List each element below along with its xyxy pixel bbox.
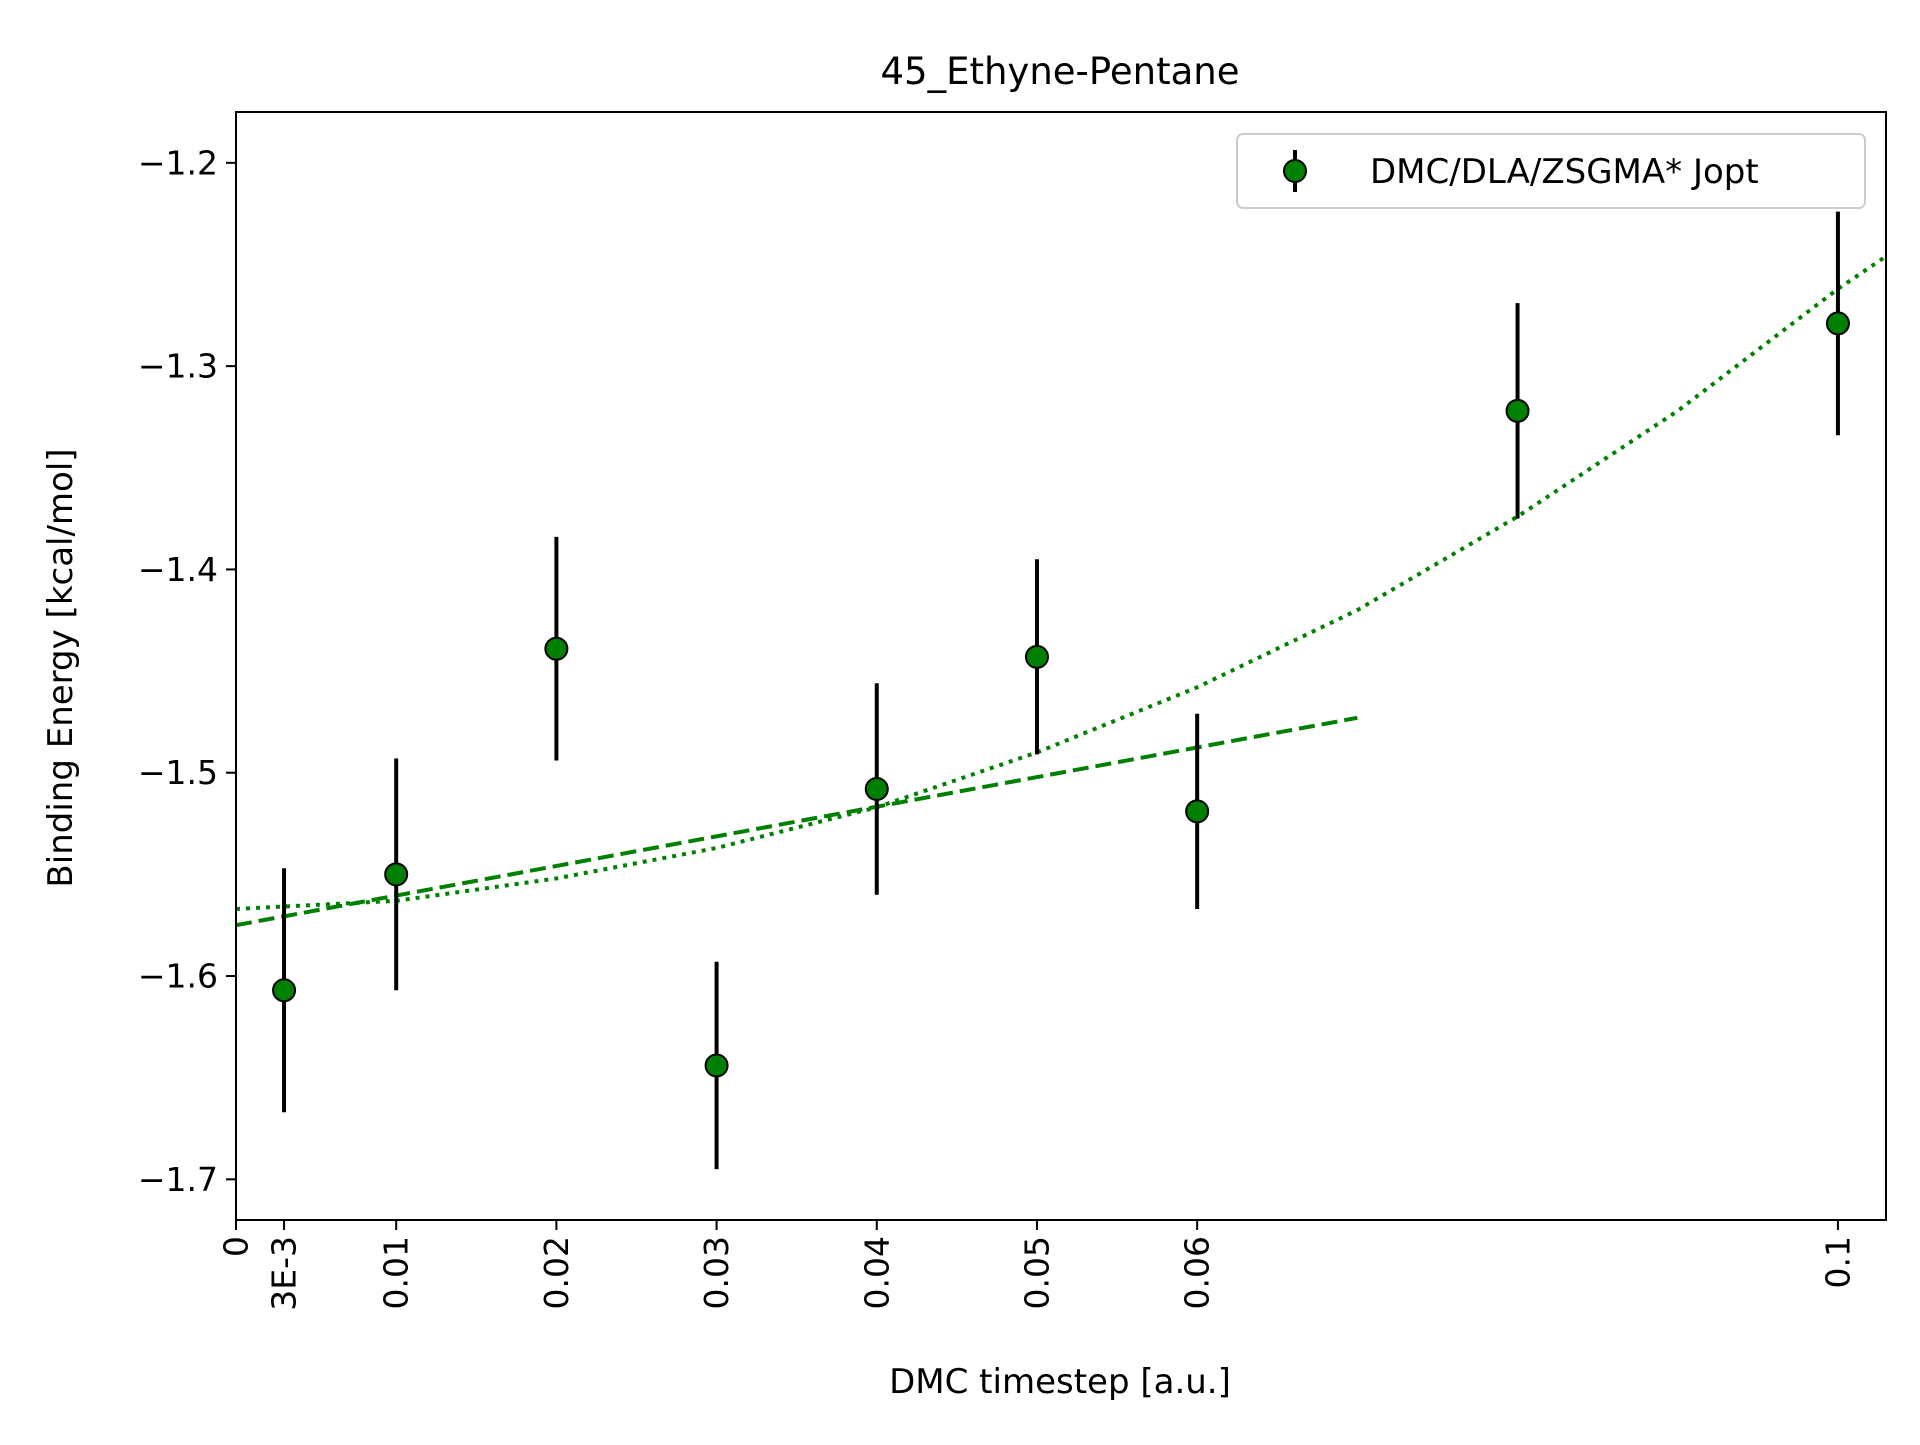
data-point: [1024, 644, 1049, 669]
y-axis-ticks: −1.2 −1.3 −1.4 −1.5 −1.6 −1.7: [138, 143, 236, 1199]
data-point: [864, 776, 889, 801]
plot-frame: [235, 111, 1887, 1221]
x-axis-ticks: 0 3E-3 0.01 0.02 0.03 0.04 0.05 0.06 0.1: [217, 1220, 1857, 1311]
x-tick-label: 0.03: [697, 1236, 736, 1309]
y-tick-label: −1.7: [138, 1160, 218, 1199]
legend-box: [1236, 133, 1866, 209]
data-point: [1185, 799, 1210, 824]
legend-marker-swatch: [1283, 159, 1307, 183]
y-tick-label: −1.6: [138, 957, 218, 996]
x-tick-label: 0.05: [1017, 1236, 1056, 1309]
x-tick-label: 0.06: [1178, 1236, 1217, 1309]
y-tick-label: −1.3: [138, 347, 218, 386]
data-point: [384, 862, 409, 887]
data-point: [704, 1053, 729, 1078]
x-axis-label: DMC timestep [a.u.]: [889, 1362, 1231, 1402]
y-tick-label: −1.4: [138, 550, 218, 589]
legend-entry-label: DMC/DLA/ZSGMA* Jopt: [1370, 152, 1759, 192]
y-axis-label: Binding Energy [kcal/mol]: [41, 448, 81, 887]
y-tick-label: −1.2: [138, 143, 218, 182]
data-point: [1825, 311, 1850, 336]
legend: DMC/DLA/ZSGMA* Jopt: [1236, 133, 1866, 209]
x-tick-label: 0: [217, 1236, 256, 1257]
linear-fit-line: [236, 715, 1358, 928]
data-point: [544, 636, 569, 661]
x-tick-label: 0.1: [1818, 1236, 1857, 1288]
data-point: [272, 978, 297, 1003]
x-tick-label: 0.02: [537, 1236, 576, 1309]
data-point: [1505, 398, 1530, 423]
fit-lines-layer: [236, 254, 1886, 928]
x-tick-label: 0.04: [857, 1236, 896, 1309]
x-tick-label: 3E-3: [265, 1236, 304, 1311]
y-tick-label: −1.5: [138, 753, 218, 792]
x-tick-label: 0.01: [377, 1236, 416, 1309]
data-points-layer: [272, 211, 1850, 1170]
quadratic-fit-line: [236, 254, 1886, 911]
chart-title: 45_Ethyne-Pentane: [881, 50, 1240, 93]
